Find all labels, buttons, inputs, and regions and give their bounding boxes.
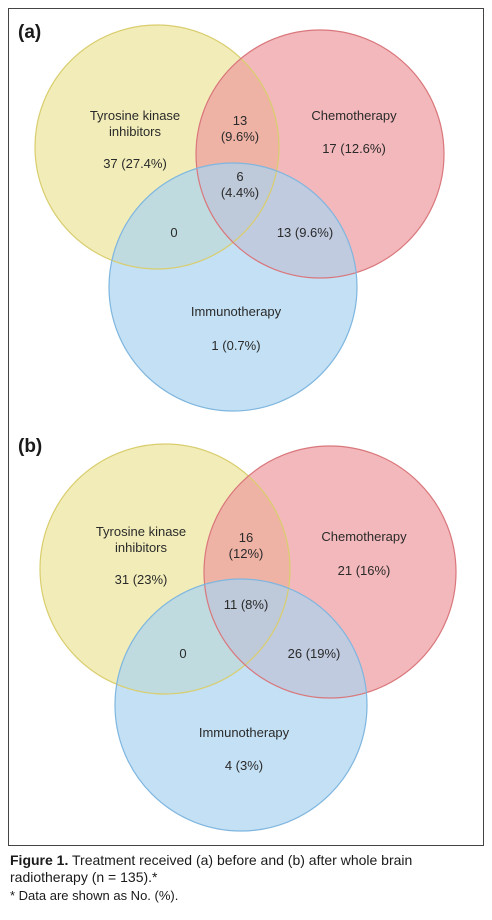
tki-chemo-value-a-line2: (9.6%) xyxy=(221,129,259,144)
venn-panel-a: (a) Tyrosine kinase inhibitors 37 (27.4%… xyxy=(18,22,445,412)
circle-immuno-a-outline xyxy=(108,162,358,412)
figure-caption-label: Figure 1. xyxy=(10,852,69,868)
tki-chemo-value-a-line1: 13 xyxy=(233,113,247,128)
tki-immuno-value-a: 0 xyxy=(170,225,177,240)
immuno-only-value-b: 4 (3%) xyxy=(225,758,263,773)
tki-label-a-line1: Tyrosine kinase xyxy=(90,108,180,123)
circle-immuno-a xyxy=(109,163,357,411)
tki-label-b-line2: inhibitors xyxy=(115,540,168,555)
tki-label-a-line2: inhibitors xyxy=(109,124,162,139)
venn-panel-b: (b) Tyrosine kinase inhibitors 31 (23%) … xyxy=(18,436,457,832)
chemo-only-value-a: 17 (12.6%) xyxy=(322,141,386,156)
venn-figure: (a) Tyrosine kinase inhibitors 37 (27.4%… xyxy=(18,22,457,832)
immuno-label-a: Immunotherapy xyxy=(191,304,282,319)
tki-chemo-value-b-line2: (12%) xyxy=(229,546,264,561)
chemo-immuno-value-b: 26 (19%) xyxy=(288,646,341,661)
circle-tki-a-outline xyxy=(34,24,280,270)
circle-immuno-b xyxy=(115,579,367,831)
panel-label-a: (a) xyxy=(18,22,41,43)
circle-chemo-b-outline xyxy=(203,445,457,699)
figure-caption: Figure 1. Treatment received (a) before … xyxy=(10,852,486,886)
circle-immuno-b-outline xyxy=(114,578,368,832)
circle-tki-b-outline xyxy=(39,443,291,695)
all-three-value-a-line1: 6 xyxy=(236,169,243,184)
chemo-label-b: Chemotherapy xyxy=(321,529,407,544)
circle-chemo-a-outline xyxy=(195,29,445,279)
tki-only-value-a: 37 (27.4%) xyxy=(103,156,167,171)
tki-label-b-line1: Tyrosine kinase xyxy=(96,524,186,539)
all-three-value-b-line1: 11 (8%) xyxy=(224,597,269,612)
figure-frame xyxy=(8,8,484,846)
chemo-label-a: Chemotherapy xyxy=(311,108,397,123)
chemo-only-value-b: 21 (16%) xyxy=(338,563,391,578)
chemo-immuno-value-a: 13 (9.6%) xyxy=(277,225,333,240)
figure-caption-text: Treatment received (a) before and (b) af… xyxy=(10,852,413,885)
figure-footnote: * Data are shown as No. (%). xyxy=(10,888,179,903)
immuno-only-value-a: 1 (0.7%) xyxy=(211,338,260,353)
tki-immuno-value-b: 0 xyxy=(179,646,186,661)
tki-chemo-value-b-line1: 16 xyxy=(239,530,253,545)
all-three-value-a-line2: (4.4%) xyxy=(221,185,259,200)
panel-label-b: (b) xyxy=(18,436,42,457)
tki-only-value-b: 31 (23%) xyxy=(115,572,168,587)
immuno-label-b: Immunotherapy xyxy=(199,725,290,740)
